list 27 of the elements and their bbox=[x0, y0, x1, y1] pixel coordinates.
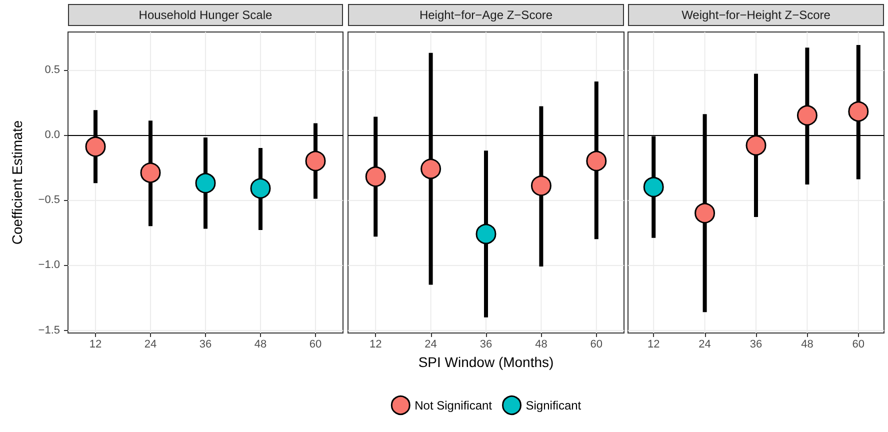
y-tick-label: −1.0 bbox=[38, 259, 60, 272]
x-tick-label: 48 bbox=[254, 338, 267, 350]
x-tick-label: 12 bbox=[89, 338, 102, 350]
y-tick-label: 0.0 bbox=[44, 128, 60, 141]
y-tick-label: 0.5 bbox=[44, 64, 60, 76]
x-tick-label: 24 bbox=[698, 338, 711, 350]
chart-title: Height−for−Age Z−Score bbox=[348, 4, 624, 26]
x-tick-label: 60 bbox=[852, 338, 865, 350]
y-tick-label: −1.5 bbox=[38, 324, 60, 336]
x-tick-label: 36 bbox=[199, 338, 212, 350]
x-tick-label: 24 bbox=[424, 338, 437, 350]
legend-label: Significant bbox=[526, 398, 582, 412]
chart-title: Household Hunger Scale bbox=[68, 4, 343, 26]
y-axis-title: Coefficient Estimate bbox=[9, 120, 25, 245]
x-tick-label: 48 bbox=[801, 338, 814, 350]
x-tick-label: 60 bbox=[309, 338, 322, 350]
x-tick-label: 36 bbox=[480, 338, 492, 350]
x-tick-label: 24 bbox=[144, 338, 157, 350]
x-tick-label: 12 bbox=[369, 338, 382, 350]
legend-label: Not Significant bbox=[414, 398, 493, 412]
x-tick-label: 12 bbox=[647, 338, 660, 350]
x-tick-label: 48 bbox=[535, 338, 548, 350]
y-tick-label: −0.5 bbox=[38, 194, 60, 206]
x-axis-title: SPI Window (Months) bbox=[418, 354, 554, 370]
chart-title: Weight−for−Height Z−Score bbox=[628, 4, 884, 26]
x-tick-label: 36 bbox=[750, 338, 762, 350]
x-tick-label: 60 bbox=[590, 338, 603, 350]
